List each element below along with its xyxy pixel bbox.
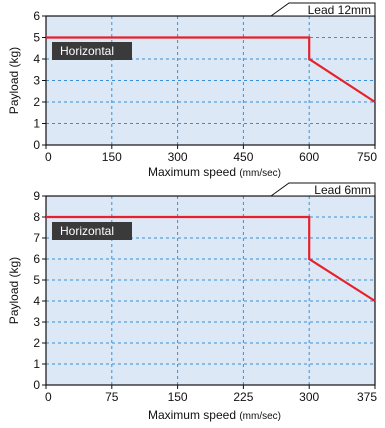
plot-frame (45, 195, 376, 386)
y-tick-label: 8 (33, 210, 40, 224)
orientation-badge-label: Horizontal (60, 44, 114, 58)
x-axis-label: Maximum speed (mm/sec) (148, 165, 281, 179)
y-tick-label: 4 (33, 52, 40, 66)
x-tick-label: 0 (45, 150, 52, 164)
y-tick-label: 5 (33, 31, 40, 45)
chart-1: 0 150 300 450 600 750 0 1 2 3 4 5 6 Lead 12mm Horizont… (7, 2, 377, 179)
x-axis-label: Maximum speed (mm/sec) (148, 408, 281, 422)
y-tick-label: 4 (33, 294, 40, 308)
y-tick-label: 0 (33, 138, 40, 152)
x-tick-label: 300 (168, 150, 188, 164)
x-tick-label: 0 (45, 390, 52, 404)
x-tick-label: 450 (233, 150, 253, 164)
x-tick-label: 150 (168, 390, 188, 404)
y-tick-label: 5 (33, 273, 40, 287)
y-axis-label: Payload (kg) (7, 257, 21, 324)
y-tick-label: 2 (33, 95, 40, 109)
lead-tab (269, 182, 376, 197)
y-tick-label: 1 (33, 117, 40, 131)
orientation-badge-label: Horizontal (60, 224, 114, 238)
y-tick-label: 6 (33, 9, 40, 23)
y-tick-label: 3 (33, 74, 40, 88)
lead-label: Lead 6mm (314, 183, 371, 197)
y-tick-label: 2 (33, 336, 40, 350)
y-axis-label: Payload (kg) (7, 47, 21, 114)
x-tick-label: 150 (102, 150, 122, 164)
x-tick-label: 750 (357, 150, 377, 164)
y-tick-label: 0 (33, 378, 40, 392)
orientation-badge (52, 42, 132, 60)
chart-2: 0 75 150 225 300 375 0 1 2 3 4 5 6 7 8 9 Lead 6mm Horizon… (7, 182, 377, 422)
y-tick-label: 7 (33, 231, 40, 245)
x-tick-label: 600 (299, 150, 319, 164)
orientation-badge (52, 222, 132, 240)
y-tick-label: 3 (33, 315, 40, 329)
lead-label: Lead 12mm (308, 3, 371, 17)
lead-tab (269, 2, 376, 17)
x-tick-label: 375 (357, 390, 377, 404)
x-tick-label: 300 (299, 390, 319, 404)
y-tick-label: 6 (33, 252, 40, 266)
y-tick-label: 1 (33, 357, 40, 371)
x-tick-label: 75 (105, 390, 119, 404)
y-tick-label: 9 (33, 189, 40, 203)
series-line (46, 36, 376, 103)
x-tick-label: 225 (233, 390, 253, 404)
series-line (46, 215, 376, 302)
